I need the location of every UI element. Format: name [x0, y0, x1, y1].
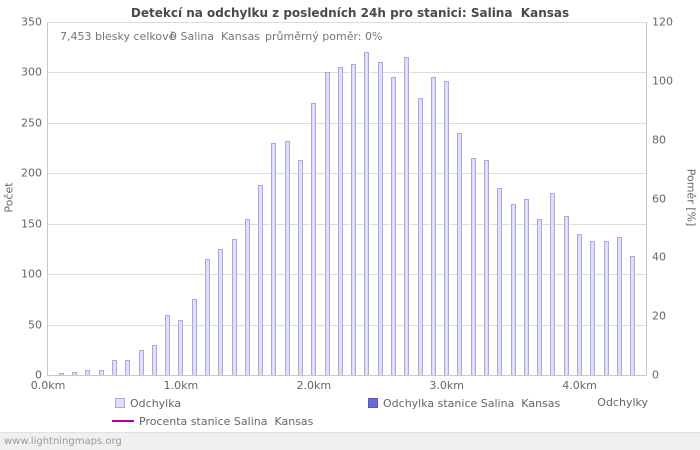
deviation-bar	[151, 344, 157, 375]
deviation-bar	[165, 314, 171, 375]
plot-area: 0 50 100 150 200 250 300 350 0 20 40 60 80 100 120 0.0k…	[21, 16, 673, 393]
y-axis-tick-right: 120	[652, 15, 673, 29]
deviation-bar	[577, 233, 583, 375]
deviation-bar	[204, 259, 210, 375]
deviation-bar	[244, 218, 250, 375]
y-axis-tick-left: 300	[21, 65, 42, 79]
deviation-bar	[125, 359, 131, 375]
y-axis-tick-right: 40	[652, 250, 666, 264]
y-axis-tick-right: 20	[652, 309, 666, 323]
x-axis-label: Odchylky	[597, 396, 648, 409]
deviation-bar	[417, 97, 423, 375]
watermark-lightningmaps: www.lightningmaps.org	[4, 436, 122, 447]
deviation-bar	[258, 185, 264, 375]
deviation-bar	[297, 160, 303, 375]
y-axis-tick-right: 100	[652, 74, 673, 88]
x-axis-tick: 3.0km	[429, 379, 464, 392]
deviation-bar	[58, 372, 64, 375]
deviation-bar	[457, 132, 463, 375]
deviation-bar	[178, 319, 184, 375]
deviation-bar	[311, 102, 317, 375]
gridline	[48, 223, 646, 225]
x-axis-tick: 1.0km	[163, 379, 199, 392]
deviation-bar	[85, 369, 91, 375]
deviation-bar	[537, 218, 543, 375]
deviation-bar	[470, 158, 476, 375]
y-axis-tick-left: 100	[21, 267, 42, 281]
y-axis-tick-left: 0	[35, 368, 42, 382]
deviation-bar	[138, 349, 144, 375]
legend-label: Procenta stanice Salina Kansas	[139, 414, 314, 428]
y-axis-tick-left: 50	[28, 318, 42, 332]
y-axis-tick-right: 60	[652, 192, 666, 205]
chart-title: Detekcí na odchylku z posledních 24h pro…	[130, 6, 570, 20]
deviation-bar	[563, 215, 569, 375]
deviation-bar	[497, 188, 503, 375]
deviation-bar	[590, 240, 596, 375]
annotation-average-ratio: průměrný poměr: 0%	[265, 30, 383, 43]
y-axis-tick-left: 200	[21, 166, 42, 180]
deviation-bar	[616, 236, 622, 375]
deviation-bar	[377, 62, 383, 375]
y-axis-tick-right: 80	[652, 133, 666, 147]
deviation-bar	[523, 198, 529, 375]
deviation-bar	[231, 238, 237, 375]
deviation-bar	[324, 72, 330, 375]
deviation-bar	[271, 143, 277, 375]
legend-item-deviation: Odchylka	[115, 396, 181, 410]
legend-label: Odchylka stanice Salina Kansas	[383, 396, 561, 410]
x-axis-tick: 4.0km	[562, 379, 597, 392]
y-axis-tick-right: 0	[652, 368, 659, 382]
y-axis-label-left: Počet	[2, 182, 16, 213]
legend-swatch-station-percent-line	[112, 420, 134, 422]
legend-item-station-deviation: Odchylka stanice Salina Kansas	[368, 396, 560, 410]
gridline	[48, 122, 646, 124]
deviation-bar	[484, 160, 490, 375]
y-axis-tick-left: 350	[21, 15, 42, 29]
footer-bar: www.lightningmaps.org	[0, 432, 700, 450]
annotation-total-strikes: 7,453 blesky celkově	[60, 30, 176, 43]
x-axis-tick: 2.0km	[296, 379, 332, 392]
annotation-station-count: 0 Salina Kansas	[170, 30, 260, 43]
x-axis-tick: 0.0km	[30, 379, 66, 392]
deviation-bar	[391, 77, 396, 375]
gridline	[48, 72, 646, 74]
deviation-bar	[284, 141, 290, 375]
deviation-bar	[603, 240, 609, 375]
legend-swatch-deviation	[115, 398, 125, 408]
y-axis-label-right: Poměr [%]	[684, 168, 698, 227]
deviation-bar	[351, 64, 357, 375]
y-axis-tick-left: 250	[21, 116, 42, 130]
deviation-bar	[404, 57, 410, 375]
deviation-bar	[111, 359, 117, 375]
legend-swatch-station-deviation	[368, 398, 378, 408]
deviation-bar	[364, 52, 370, 375]
deviation-bar	[72, 371, 78, 375]
deviation-bar	[191, 299, 197, 375]
deviation-bar	[337, 67, 343, 375]
gridline	[48, 274, 646, 276]
gridline	[48, 173, 646, 175]
deviation-bar	[550, 193, 556, 375]
deviation-bar	[98, 369, 104, 375]
legend-item-station-percent: Procenta stanice Salina Kansas	[112, 414, 313, 428]
deviation-bar	[218, 248, 224, 375]
deviation-bar	[510, 203, 516, 375]
deviation-bar	[630, 256, 636, 375]
deviation-bar	[430, 77, 436, 375]
y-axis-tick-left: 150	[21, 217, 42, 231]
gridline	[48, 22, 646, 23]
legend-label: Odchylka	[130, 396, 182, 410]
gridline	[48, 324, 646, 326]
deviation-bar	[444, 80, 450, 375]
